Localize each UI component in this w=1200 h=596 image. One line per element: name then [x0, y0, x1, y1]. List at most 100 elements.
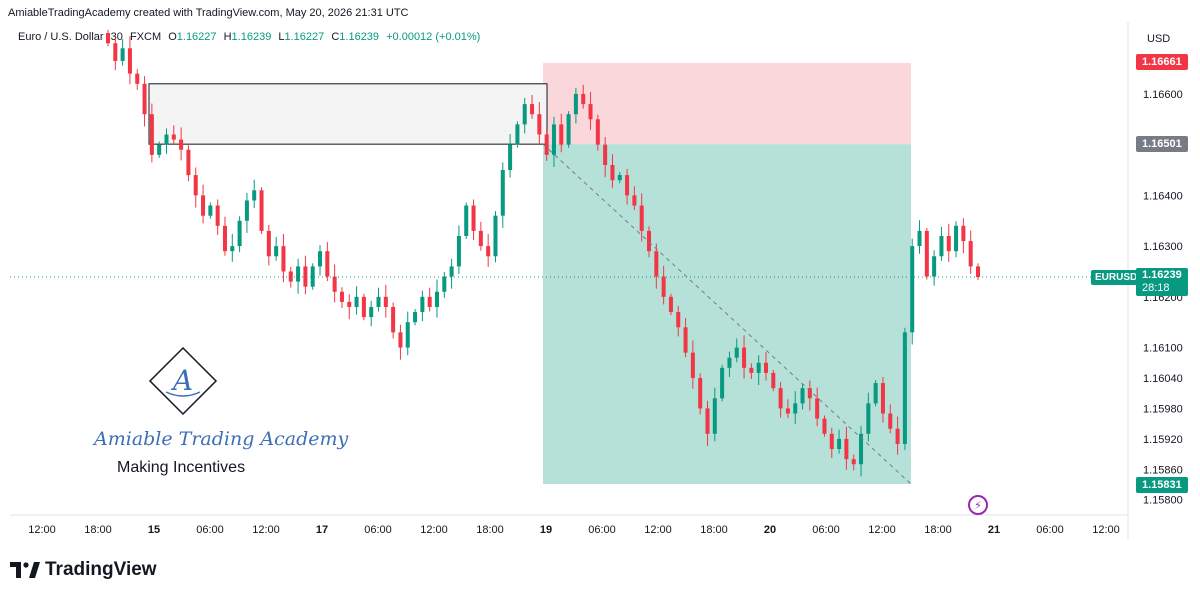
- supply-zone-box: [148, 83, 548, 145]
- candle-body: [208, 205, 213, 216]
- price-tick-label: 1.16400: [1143, 190, 1183, 202]
- candle-body: [705, 408, 710, 434]
- tradingview-logo-icon: [10, 562, 40, 578]
- candle-body: [888, 413, 893, 429]
- candle-body: [135, 73, 140, 84]
- candle-body: [851, 459, 856, 465]
- candle-body: [237, 220, 242, 247]
- candle-body: [120, 48, 125, 61]
- candle-body: [310, 266, 315, 287]
- candle-body: [274, 246, 279, 257]
- candle-body: [222, 225, 227, 252]
- academy-tagline: Making Incentives: [117, 459, 246, 476]
- price-tick-label: 1.16040: [1143, 373, 1183, 385]
- candle-body: [756, 362, 761, 373]
- candle-body: [391, 306, 396, 333]
- candle-body: [924, 230, 929, 277]
- time-tick-label: 06:00: [196, 524, 224, 536]
- time-tick-label: 12:00: [252, 524, 280, 536]
- candle-body: [646, 230, 652, 252]
- candle-body: [478, 230, 483, 247]
- candle-body: [303, 266, 308, 287]
- candle-body: [515, 124, 520, 145]
- candle-body: [449, 266, 454, 277]
- candle-body: [376, 296, 381, 307]
- time-tick-label: 20: [764, 524, 776, 536]
- candle-body: [771, 372, 776, 389]
- candle-body: [895, 428, 900, 444]
- legend-low: 1.16227: [284, 31, 325, 43]
- time-tick-label: 06:00: [364, 524, 392, 536]
- projection-line: [542, 143, 912, 485]
- candle-body: [734, 347, 739, 358]
- legend-high-label: H: [223, 31, 232, 43]
- candle-body: [778, 388, 783, 409]
- legend-close: 1.16239: [339, 31, 380, 43]
- candle-body: [785, 408, 790, 414]
- candle-body: [244, 200, 249, 221]
- candle-body: [807, 388, 812, 399]
- candle-body: [127, 48, 132, 74]
- stop-price-tag: 1.16661: [1136, 54, 1188, 70]
- candle-body: [442, 276, 447, 292]
- price-tick-label: 1.15800: [1143, 495, 1183, 507]
- candle-body: [318, 251, 323, 267]
- time-tick-label: 18:00: [84, 524, 112, 536]
- lightning-icon[interactable]: ⚡: [968, 495, 988, 515]
- candle-body: [500, 170, 505, 216]
- tradingview-branding[interactable]: TradingView: [10, 559, 157, 580]
- candle-body: [866, 403, 871, 434]
- candle-body: [508, 144, 513, 171]
- candle-body: [975, 266, 981, 278]
- time-tick-label: 12:00: [1092, 524, 1120, 536]
- legend-open-label: O: [168, 31, 177, 43]
- legend-symbol[interactable]: Euro / U.S. Dollar: [18, 31, 104, 43]
- price-tick-label: 1.15980: [1143, 403, 1183, 415]
- time-tick-label: 12:00: [28, 524, 56, 536]
- academy-name: Amiable Trading Academy: [94, 428, 349, 450]
- tradingview-wordmark: TradingView: [45, 559, 157, 580]
- candle-body: [793, 403, 798, 414]
- academy-logo-letter: A: [170, 364, 193, 397]
- candle-body: [932, 256, 937, 277]
- candle-body: [361, 296, 366, 318]
- candle-body: [105, 33, 111, 44]
- candle-body: [486, 246, 491, 257]
- candle-body: [639, 205, 644, 231]
- legend-change: +0.00012 (+0.01%): [386, 31, 481, 43]
- candle-body: [288, 271, 293, 282]
- candle-body: [968, 241, 973, 267]
- candle-body: [456, 235, 461, 267]
- candle-body: [186, 149, 191, 176]
- price-tick-label: 1.16300: [1143, 241, 1183, 253]
- candle-body: [471, 205, 476, 231]
- candle-body: [157, 144, 162, 155]
- candle-body: [873, 383, 878, 404]
- candle-body: [215, 205, 220, 226]
- candle-body: [530, 104, 535, 115]
- last-price-value: 1.16239: [1142, 269, 1182, 281]
- candle-body: [413, 312, 418, 323]
- symbol-legend[interactable]: Euro / U.S. Dollar 30 FXCM O 1.16227 H 1.1…: [18, 31, 484, 43]
- candle-body: [544, 134, 549, 155]
- candle-body: [252, 190, 257, 201]
- candle-body: [829, 433, 834, 450]
- candle-body: [179, 139, 184, 150]
- candle-body: [369, 306, 374, 318]
- candle-body: [259, 190, 264, 231]
- legend-interval[interactable]: 30: [110, 31, 123, 43]
- candle-body: [398, 332, 403, 348]
- candle-body: [763, 362, 768, 373]
- symbol-price-tag: EURUSD: [1091, 270, 1142, 285]
- legend-exchange: FXCM: [129, 31, 162, 43]
- time-tick-label: 18:00: [476, 524, 504, 536]
- candle-body: [844, 438, 849, 460]
- candle-body: [837, 438, 842, 450]
- candle-body: [354, 296, 359, 307]
- currency-label[interactable]: USD: [1147, 33, 1171, 45]
- candle-body: [800, 388, 805, 404]
- candle-body: [727, 357, 732, 368]
- candle-body: [113, 43, 118, 61]
- candle-body: [201, 195, 206, 216]
